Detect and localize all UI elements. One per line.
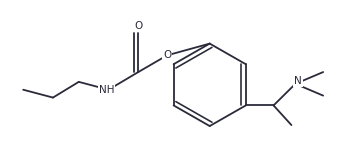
Text: O: O	[163, 50, 171, 60]
Text: O: O	[134, 21, 143, 31]
Text: NH: NH	[99, 85, 114, 95]
Text: N: N	[294, 76, 302, 86]
